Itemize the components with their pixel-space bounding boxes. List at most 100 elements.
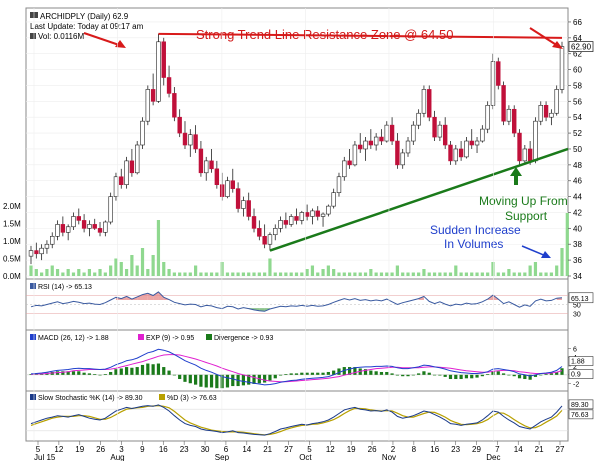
macd-divergence-bar	[406, 375, 409, 376]
volume-bar	[263, 273, 266, 277]
macd-divergence-bar	[215, 375, 218, 388]
volume-bar	[104, 273, 107, 277]
macd-divergence-bar	[475, 375, 478, 378]
volume-bar	[231, 273, 234, 277]
volume-bar	[486, 273, 489, 277]
volume-bar	[475, 273, 478, 277]
candle-down	[61, 224, 65, 232]
x-tick-label: 19	[75, 445, 84, 454]
volume-bar	[497, 273, 500, 277]
volume-bar	[183, 273, 186, 277]
candle-down	[263, 236, 267, 244]
volume-bar	[385, 273, 388, 277]
volume-bar	[406, 273, 409, 277]
macd-divergence-bar	[279, 375, 282, 376]
candle-down	[443, 125, 447, 145]
macd-divergence-bar	[433, 375, 436, 376]
candle-up	[374, 137, 378, 145]
macd-divergence-bar	[136, 367, 139, 375]
candle-up	[465, 141, 469, 157]
candle-up	[534, 121, 538, 161]
support-annotation-line1: Moving Up From	[479, 194, 568, 208]
candle-down	[459, 149, 463, 157]
volume-bar	[295, 273, 298, 277]
x-tick-label: 26	[368, 445, 377, 454]
divergence-legend-swatch	[206, 334, 212, 340]
volume-bar	[72, 273, 75, 277]
candle-up	[401, 153, 405, 165]
volume-bar	[401, 273, 404, 277]
volume-bar	[61, 273, 64, 277]
volume-bar	[152, 255, 155, 276]
x-tick-label: 8	[412, 445, 417, 454]
macd-label: MACD (26, 12) -> 1.88	[38, 335, 109, 342]
candle-down	[167, 78, 171, 94]
macd-divergence-bar	[385, 372, 388, 375]
volume-bar	[93, 273, 96, 277]
support-annotation-line2: Support	[505, 209, 548, 223]
stoch-d-value-label: 76.63	[571, 412, 589, 419]
volume-bar	[290, 273, 293, 277]
macd-divergence-bar	[173, 375, 176, 376]
candle-down	[358, 145, 362, 149]
candle-up	[549, 113, 553, 117]
volume-bar	[300, 273, 303, 277]
volume-bar	[470, 273, 473, 277]
candle-up	[555, 89, 559, 113]
candle-up	[475, 141, 479, 145]
x-tick-label: 27	[556, 445, 565, 454]
macd-divergence-bar	[470, 375, 473, 379]
volume-bar	[157, 220, 160, 276]
x-tick-label: 23	[180, 445, 189, 454]
volume-bar	[507, 269, 510, 276]
candle-up	[226, 181, 230, 197]
macd-divergence-bar	[93, 374, 96, 375]
volume-bar	[539, 273, 542, 277]
candle-down	[252, 216, 256, 228]
candle-down	[194, 135, 198, 149]
exp-label: EXP (9) -> 0.95	[146, 335, 194, 342]
header-volume: Vol: 0.0116M	[38, 32, 84, 41]
macd-divergence-bar	[311, 373, 314, 375]
volume-tick-label: 2.0M	[3, 202, 21, 211]
stoch-k-label: Slow Stochastic %K (14) -> 89.30	[38, 395, 143, 402]
candle-up	[45, 244, 49, 248]
candle-up	[29, 251, 33, 257]
candle-up	[56, 224, 60, 236]
macd-value-label: 1.88	[571, 359, 585, 366]
candle-down	[77, 216, 81, 220]
x-tick-label: 9	[140, 445, 145, 454]
candle-down	[199, 149, 203, 173]
volume-bar	[146, 269, 149, 276]
candle-up	[560, 47, 564, 90]
volume-bar	[167, 269, 170, 276]
macd-divergence-bar	[396, 375, 399, 376]
volume-bar	[550, 273, 553, 277]
macd-divergence-bar	[268, 375, 271, 381]
rsi-label: RSI (14) -> 65.13	[38, 284, 92, 291]
candle-down	[231, 181, 235, 189]
price-tick-label: 50	[573, 145, 582, 154]
candle-up	[66, 227, 70, 233]
candle-up	[332, 193, 336, 206]
volume-bar	[375, 273, 378, 277]
price-tick-label: 52	[573, 129, 582, 138]
macd-divergence-bar	[109, 372, 112, 375]
macd-divergence-bar	[401, 375, 404, 376]
divergence-label: Divergence -> 0.93	[214, 335, 273, 342]
macd-divergence-bar	[125, 367, 128, 375]
volume-bar	[311, 266, 314, 277]
candle-down	[390, 125, 394, 141]
candle-up	[337, 177, 341, 193]
volume-bar	[534, 262, 537, 276]
candle-down	[210, 161, 214, 169]
candle-down	[380, 137, 384, 141]
month-label: Sep	[215, 453, 230, 461]
volume-bar	[465, 273, 468, 277]
volume-bar	[412, 273, 415, 277]
volume-bar	[29, 266, 32, 277]
volume-bar	[438, 273, 441, 277]
macd-divergence-bar	[242, 375, 245, 386]
volume-bar	[454, 266, 457, 277]
price-tick-label: 46	[573, 177, 582, 186]
